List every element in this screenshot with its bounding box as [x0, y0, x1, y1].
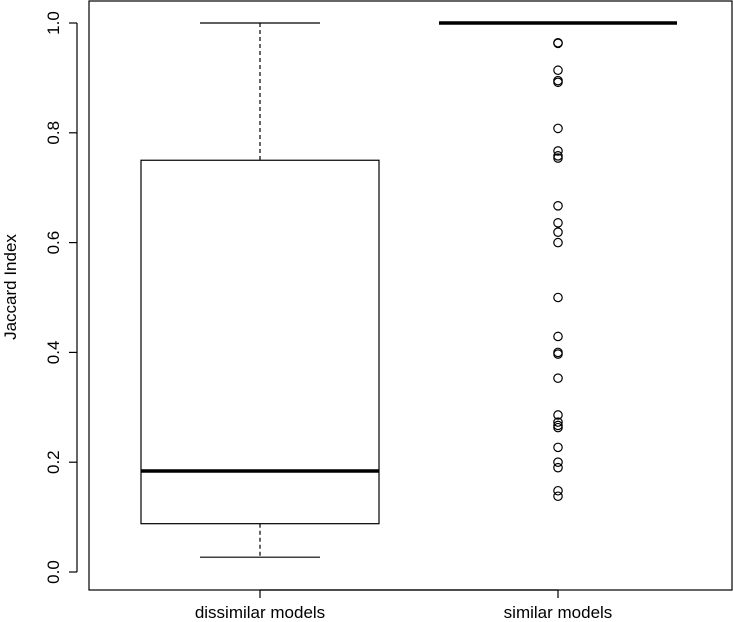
outlier-point — [553, 123, 563, 134]
x-axis: dissimilar models similar models — [195, 589, 613, 622]
outlier-point — [553, 410, 563, 420]
y-axis: 0.0 0.2 0.4 0.6 0.8 1.0 — [44, 11, 78, 584]
y-tick-label: 0.2 — [44, 450, 63, 474]
outlier-point — [553, 38, 563, 49]
outlier-point — [553, 491, 563, 502]
outlier-point — [553, 349, 563, 359]
outlier-point — [553, 457, 563, 467]
outlier-point — [553, 373, 563, 384]
x-tick-label: dissimilar models — [195, 603, 325, 622]
outlier-point — [553, 153, 563, 163]
x-tick-label: similar models — [504, 603, 613, 622]
outlier-point — [553, 146, 563, 156]
y-axis-label: Jaccard Index — [1, 234, 20, 340]
outlier-point — [553, 485, 563, 496]
outlier-point — [553, 201, 563, 211]
outlier-point — [553, 422, 563, 433]
box-iqr — [140, 159, 380, 525]
outlier-point — [553, 442, 563, 453]
outlier-point — [553, 417, 563, 427]
outlier-point — [553, 331, 563, 342]
boxes — [140, 21, 677, 558]
y-tick-label: 1.0 — [44, 11, 63, 35]
outlier-point — [553, 65, 563, 76]
outlier-point — [553, 237, 563, 248]
y-tick-label: 0.6 — [44, 231, 63, 255]
outlier-point — [553, 292, 563, 303]
y-tick-label: 0.0 — [44, 560, 63, 584]
plot-frame — [88, 0, 733, 591]
y-tick-label: 0.8 — [44, 121, 63, 145]
y-tick-label: 0.4 — [44, 341, 63, 365]
box-group — [439, 21, 677, 502]
outlier-point — [553, 227, 563, 237]
outlier-point — [553, 462, 563, 473]
outlier-point — [553, 77, 563, 88]
box-group — [140, 22, 380, 558]
outlier-point — [553, 218, 563, 228]
